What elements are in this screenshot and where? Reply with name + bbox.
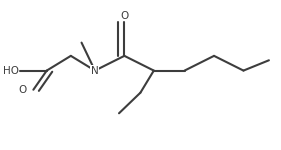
Text: O: O: [19, 85, 27, 95]
Text: HO: HO: [3, 66, 19, 76]
Text: N: N: [91, 66, 99, 76]
Text: O: O: [120, 11, 128, 21]
